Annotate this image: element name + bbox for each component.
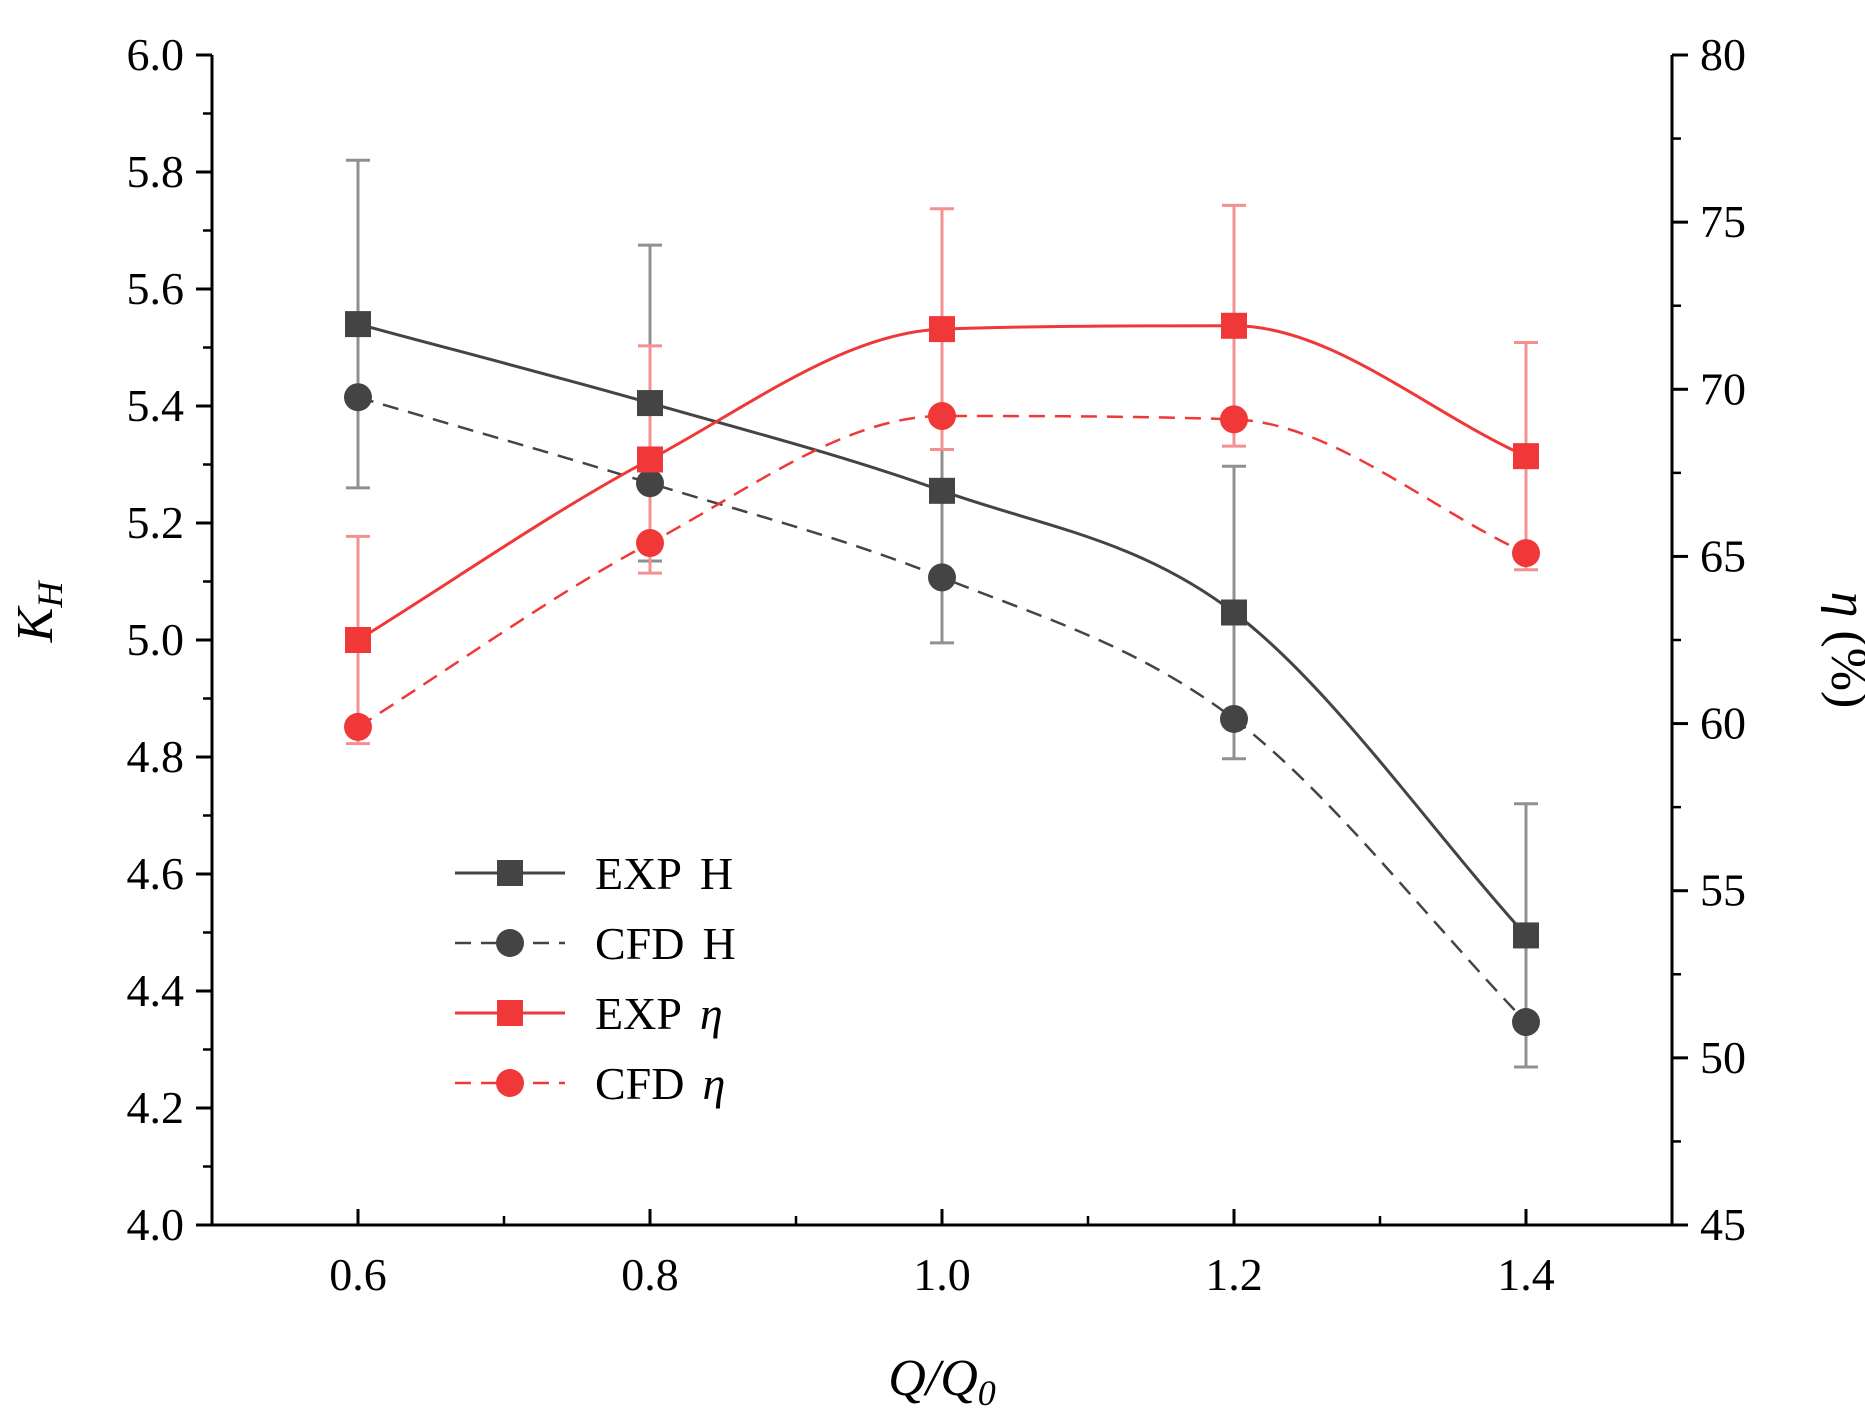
y-axis-right-title-main: η (1820, 592, 1865, 618)
y-left-tick-label: 5.4 (127, 380, 185, 431)
series-line-cfd-eta (357, 414, 1527, 728)
data-point-exp-h-2 (929, 477, 955, 504)
y-right-tick-label: 60 (1700, 698, 1746, 749)
y-right-tick-label: 50 (1700, 1032, 1746, 1083)
y-axis-left-title: KH (7, 580, 70, 644)
legend-label-quantity: η (702, 1058, 725, 1109)
y-axis-left-title-sub: H (30, 580, 70, 609)
y-left-tick-label: 4.6 (127, 848, 185, 899)
legend-label: CFD H (595, 918, 736, 969)
y-right-tick-label: 45 (1700, 1199, 1746, 1250)
legend-label-quantity: H (700, 848, 733, 899)
y-left-tick-label: 6.0 (127, 29, 185, 80)
y-left-tick-label: 4.4 (127, 965, 185, 1016)
data-point-cfd-h-4 (1512, 1008, 1540, 1037)
data-point-exp-h-0 (345, 311, 371, 338)
legend-entry-cfd-h: CFD H (455, 918, 736, 969)
y-right-tick-label: 65 (1700, 530, 1746, 581)
x-tick-label: 0.8 (621, 1249, 679, 1300)
legend-marker (497, 860, 523, 886)
axes: 0.6 0.8 1.0 1.2 1.4 4.0 4.2 4.4 4.6 4.8 5.0 5.2 5.4 5… (127, 29, 1747, 1300)
data-point-exp-eta-4 (1513, 443, 1539, 470)
legend-marker (496, 929, 524, 957)
legend-label: CFD η (595, 1058, 725, 1109)
legend-label-quantity: H (702, 918, 735, 969)
legend-label-name: CFD (595, 918, 684, 969)
legend-label-name: CFD (595, 1058, 684, 1109)
data-point-cfd-h-3 (1220, 704, 1248, 733)
data-point-exp-h-1 (637, 390, 663, 417)
x-tick-label: 1.4 (1497, 1249, 1555, 1300)
y-right-tick-label: 80 (1700, 29, 1746, 80)
data-point-exp-eta-3 (1221, 312, 1247, 339)
y-left-tick-label: 5.0 (127, 614, 185, 665)
y-left-tick-label: 4.2 (127, 1082, 185, 1133)
legend-marker (497, 1000, 523, 1026)
y-right-tick-label: 75 (1700, 196, 1746, 247)
x-tick-label: 1.0 (913, 1249, 971, 1300)
series-markers (344, 311, 1540, 1037)
legend-label: EXP η (595, 988, 723, 1039)
legend-label-name: EXP (595, 988, 682, 1039)
error-bars (346, 158, 1538, 1069)
data-point-exp-h-3 (1221, 599, 1247, 626)
legend-label-quantity: η (700, 988, 723, 1039)
data-point-cfd-eta-4 (1512, 539, 1540, 568)
y-left-tick-label: 4.0 (127, 1199, 185, 1250)
x-axis-title-main: Q/Q (888, 1350, 978, 1407)
data-point-exp-h-4 (1513, 922, 1539, 949)
data-point-cfd-h-2 (928, 563, 956, 592)
y-left-tick-label: 4.8 (127, 731, 185, 782)
series-line-cfd-h (357, 396, 1527, 1023)
legend-entry-exp-h: EXP H (455, 848, 733, 899)
y-left-tick-label: 5.6 (127, 263, 185, 314)
legend-marker (496, 1069, 524, 1097)
data-point-cfd-eta-0 (344, 712, 372, 741)
x-axis-title: Q/Q0 (888, 1350, 996, 1412)
x-axis-title-sub: 0 (978, 1373, 996, 1412)
y-right-tick-label: 55 (1700, 865, 1746, 916)
data-point-cfd-eta-1 (636, 529, 664, 558)
y-right-tick-label: 70 (1700, 363, 1746, 414)
y-axis-left-title-main: K (7, 605, 64, 643)
legend-label-name: EXP (595, 848, 682, 899)
x-tick-label: 0.6 (329, 1249, 387, 1300)
y-axis-right-title: η (%) (1820, 592, 1865, 709)
x-tick-label: 1.2 (1205, 1249, 1263, 1300)
y-left-tick-label: 5.2 (127, 497, 185, 548)
legend-entry-cfd-eta: CFD η (455, 1058, 725, 1109)
data-point-cfd-eta-2 (928, 402, 956, 431)
data-point-exp-eta-1 (637, 446, 663, 473)
data-point-cfd-h-1 (636, 469, 664, 498)
y-left-tick-label: 5.8 (127, 146, 185, 197)
legend-label: EXP H (595, 848, 733, 899)
legend: EXP H CFD H EXP η CFD η (455, 848, 736, 1109)
data-point-exp-eta-2 (929, 316, 955, 343)
data-point-exp-eta-0 (345, 627, 371, 653)
data-point-cfd-h-0 (344, 383, 372, 412)
y-axis-right-title-rest: (%) (1820, 617, 1865, 708)
legend-entry-exp-eta: EXP η (455, 988, 723, 1039)
data-point-cfd-eta-3 (1220, 405, 1248, 434)
